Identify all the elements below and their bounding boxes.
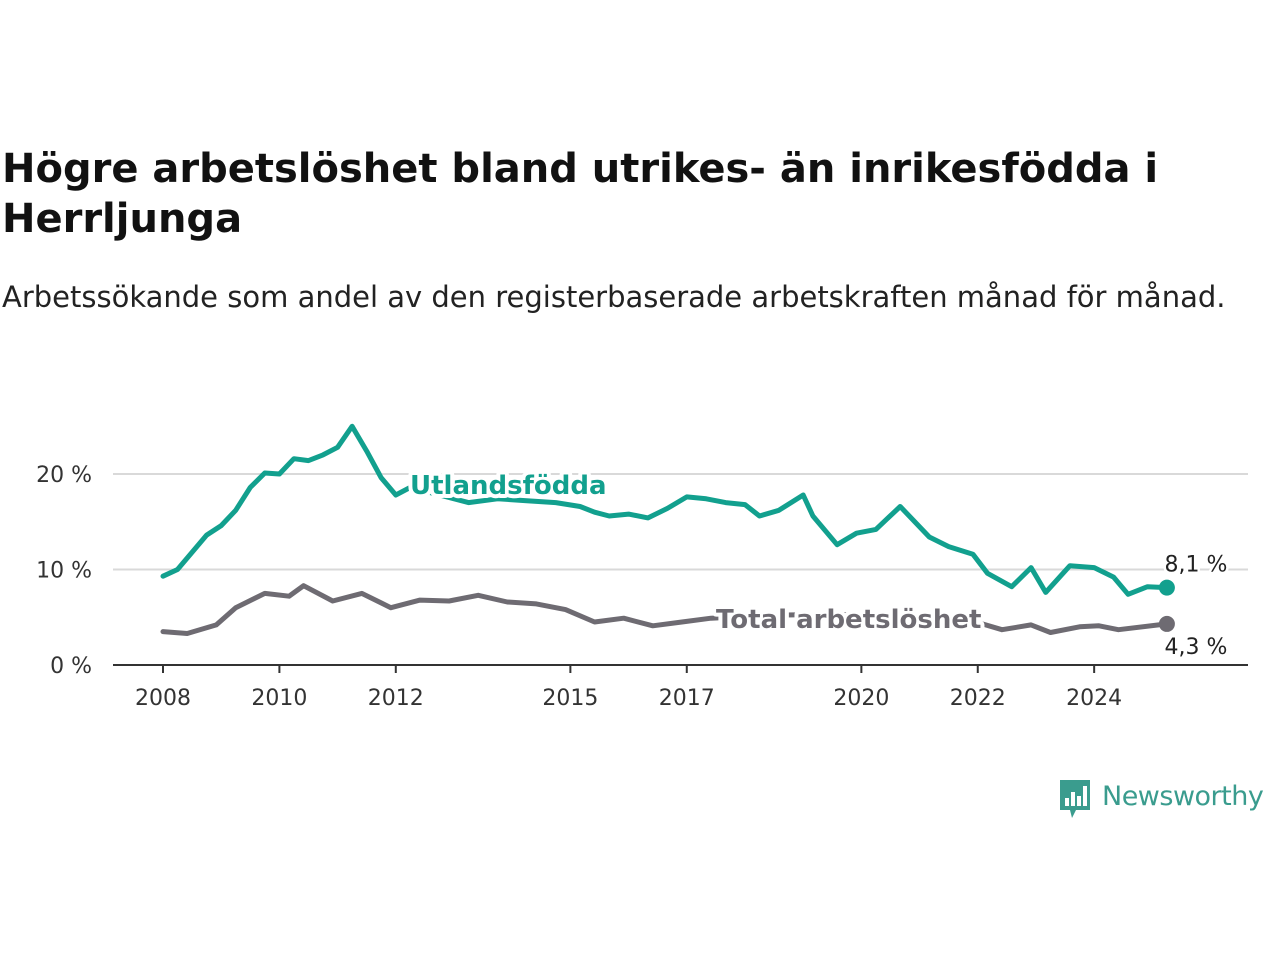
series-line-total-arbetsloshet bbox=[160, 583, 1170, 636]
x-tick-label: 2008 bbox=[135, 686, 191, 711]
newsworthy-logo: Newsworthy bbox=[1058, 774, 1264, 818]
x-tick-label: 2015 bbox=[542, 686, 598, 711]
end-point-total-arbetsloshet bbox=[1158, 615, 1175, 632]
end-value-label-total-arbetsloshet: 4,3 % bbox=[1165, 635, 1228, 660]
x-tick-label: 2024 bbox=[1066, 686, 1122, 711]
logo-text: Newsworthy bbox=[1102, 780, 1264, 812]
series-label-utlandsfodda: Utlandsfödda bbox=[410, 471, 607, 501]
chat-bar-chart-icon bbox=[1058, 778, 1092, 818]
x-tick-label: 2012 bbox=[368, 686, 424, 711]
y-tick-label: 10 % bbox=[36, 559, 92, 584]
series-label-total-arbetsloshet: Total arbetslöshet bbox=[716, 605, 981, 635]
chart-subtitle: Arbetssökande som andel av den registerb… bbox=[2, 280, 1226, 314]
series-line-utlandsfodda bbox=[160, 423, 1170, 597]
y-tick-label: 0 % bbox=[50, 654, 92, 679]
chart-title: Högre arbetslöshet bland utrikes- än inr… bbox=[2, 146, 1159, 242]
end-point-utlandsfodda bbox=[1158, 579, 1175, 596]
x-tick-label: 2017 bbox=[659, 686, 715, 711]
end-value-label-utlandsfodda: 8,1 % bbox=[1165, 553, 1228, 578]
x-tick-label: 2020 bbox=[833, 686, 889, 711]
x-tick-label: 2010 bbox=[251, 686, 307, 711]
y-tick-label: 20 % bbox=[36, 463, 92, 488]
x-tick-label: 2022 bbox=[950, 686, 1006, 711]
